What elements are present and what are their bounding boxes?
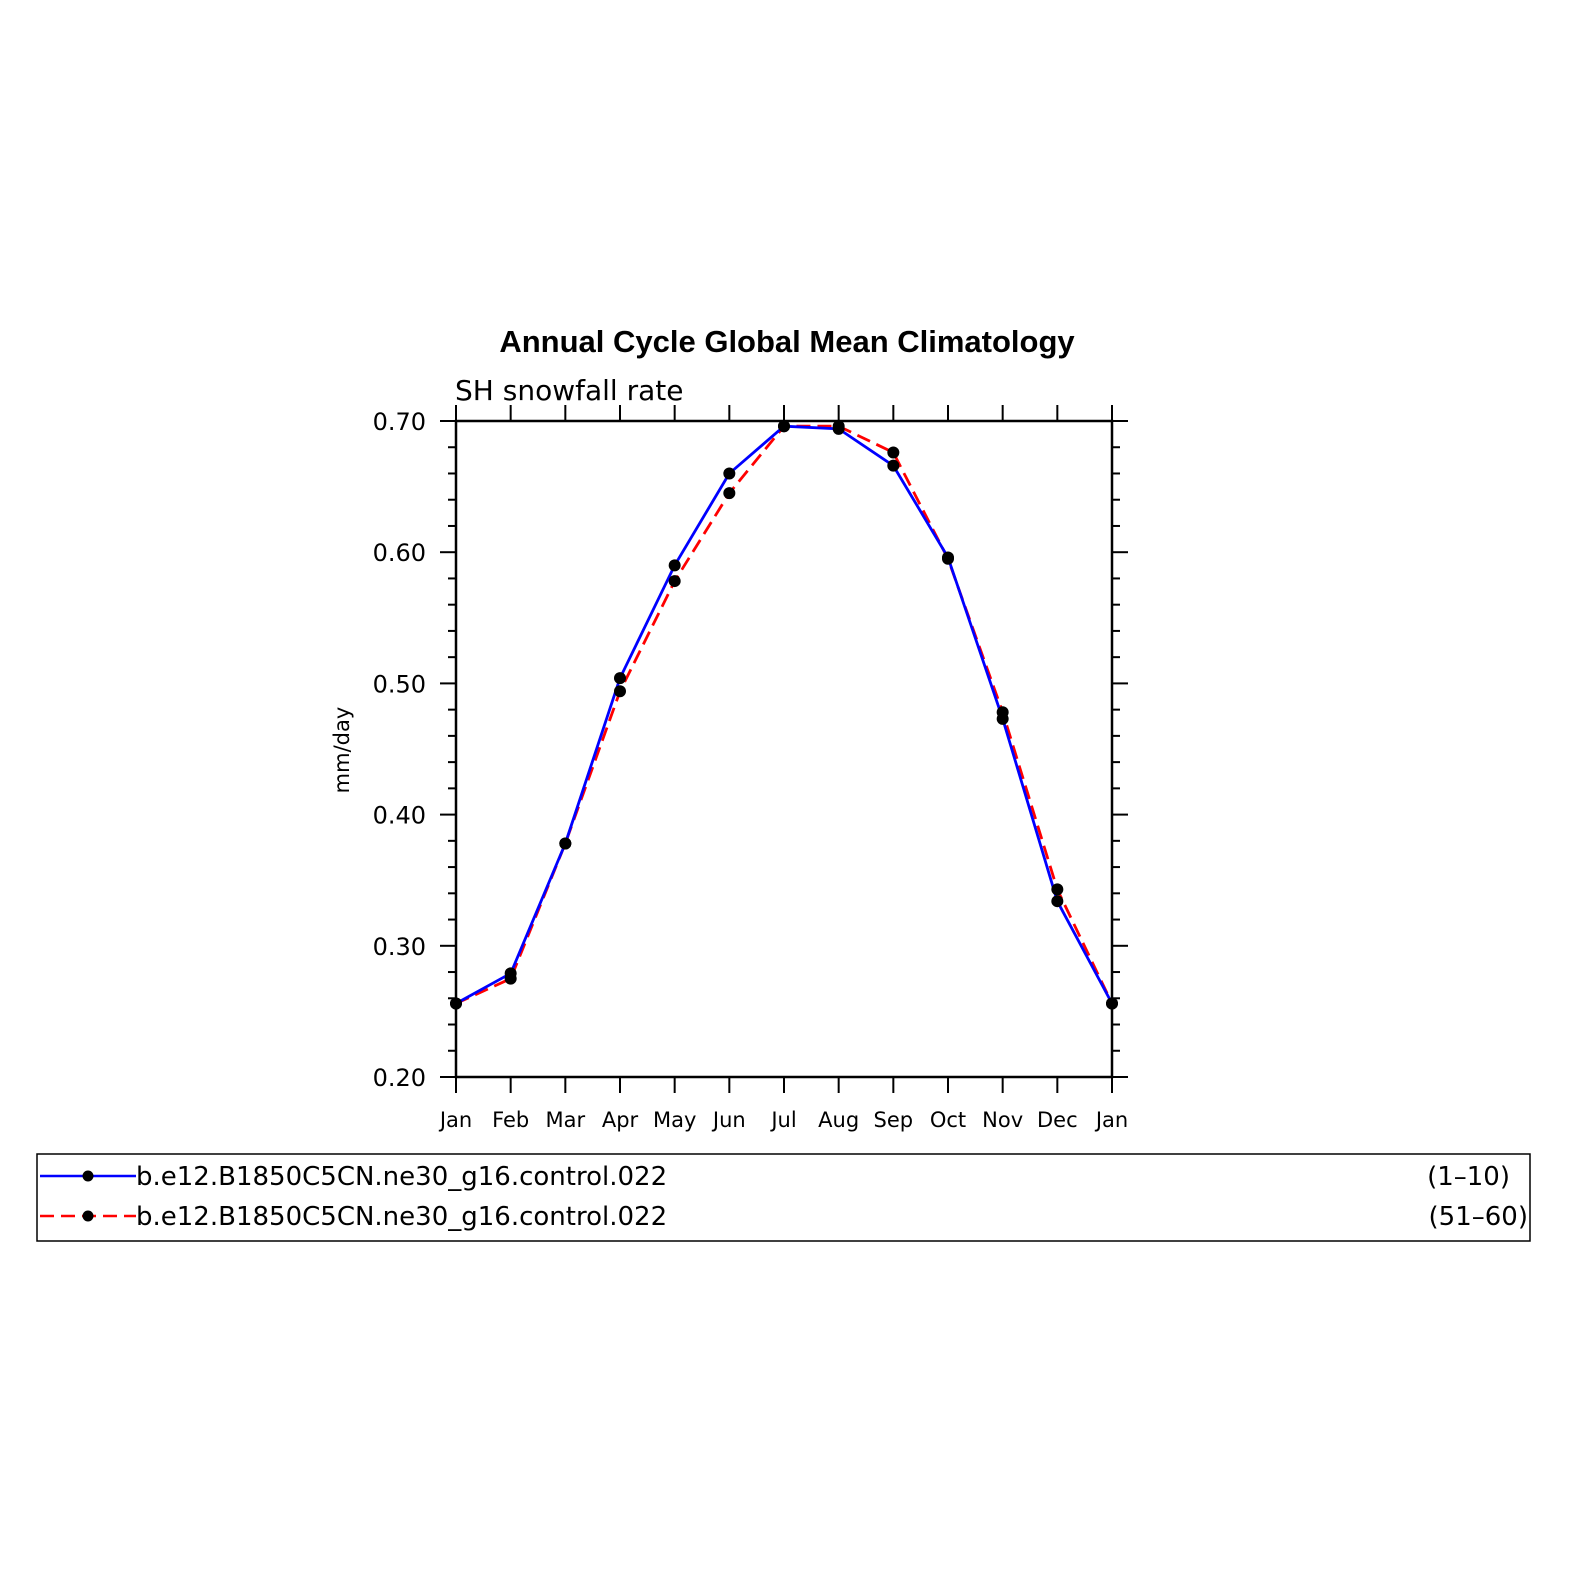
data-point [832,420,845,433]
series-line [455,424,1114,1005]
x-tick-label: Jun [711,1108,746,1132]
x-tick-label: Sep [874,1108,914,1132]
data-point [1051,883,1064,896]
series-line [455,424,1114,1005]
data-point [668,575,681,588]
chart-title: Annual Cycle Global Mean Climatology [499,324,1075,359]
data-point [778,420,790,433]
data-point [450,997,462,1010]
x-tick-label: Dec [1037,1108,1078,1132]
y-tick-label: 0.30 [373,933,426,961]
data-point [996,706,1009,719]
y-tick-label: 0.60 [373,539,426,567]
data-point [942,552,954,565]
y-axis: 0.20 0.30 0.40 0.50 0.60 0.70 [373,408,1128,1092]
x-tick-label: Apr [602,1108,639,1132]
data-point [559,837,572,850]
data-point [614,672,626,685]
x-tick-label: Jul [769,1108,796,1132]
data-point [668,559,681,572]
y-tick-label: 0.20 [373,1064,426,1092]
data-point [723,467,736,480]
legend-series-name: b.e12.B1850C5CN.ne30_g16.control.022 [136,1162,667,1192]
x-tick-label: Nov [982,1108,1023,1132]
legend-series-years: (1–10) [1427,1162,1510,1192]
data-point [504,972,517,985]
series-layer [450,420,1118,1010]
data-point [1051,895,1064,908]
data-point [723,487,736,500]
y-axis-label: mm/day [330,707,354,794]
x-tick-label: Aug [818,1108,859,1132]
y-tick-label: 0.70 [373,408,426,436]
legend-swatch-marker [82,1170,94,1182]
x-tick-label: Feb [492,1108,529,1132]
legend: b.e12.B1850C5CN.ne30_g16.control.022 (1–… [36,1153,1531,1242]
chart-subtitle: SH snowfall rate [455,374,683,407]
legend-series-years: (51–60) [1429,1202,1528,1232]
x-tick-label: May [653,1108,696,1132]
y-tick-label: 0.40 [373,802,426,830]
x-tick-label: Oct [930,1108,966,1132]
x-tick-label: Jan [438,1108,472,1132]
data-point [614,685,626,698]
x-tick-label: Jan [1094,1108,1128,1132]
x-axis: Jan Feb Mar Apr May Jun Jul Aug Sep Oct Nov Dec Jan [438,405,1128,1132]
legend-entry-1: b.e12.B1850C5CN.ne30_g16.control.022 (1–… [40,1162,1510,1192]
y-tick-label: 0.50 [373,670,426,698]
data-point [1106,997,1118,1010]
legend-entry-2: b.e12.B1850C5CN.ne30_g16.control.022 (51… [40,1202,1528,1232]
data-point [887,446,900,459]
legend-swatch-marker [82,1210,94,1222]
legend-series-name: b.e12.B1850C5CN.ne30_g16.control.022 [136,1202,667,1232]
x-tick-label: Mar [546,1108,586,1132]
data-point [887,459,900,472]
legend-box [36,1153,1531,1242]
